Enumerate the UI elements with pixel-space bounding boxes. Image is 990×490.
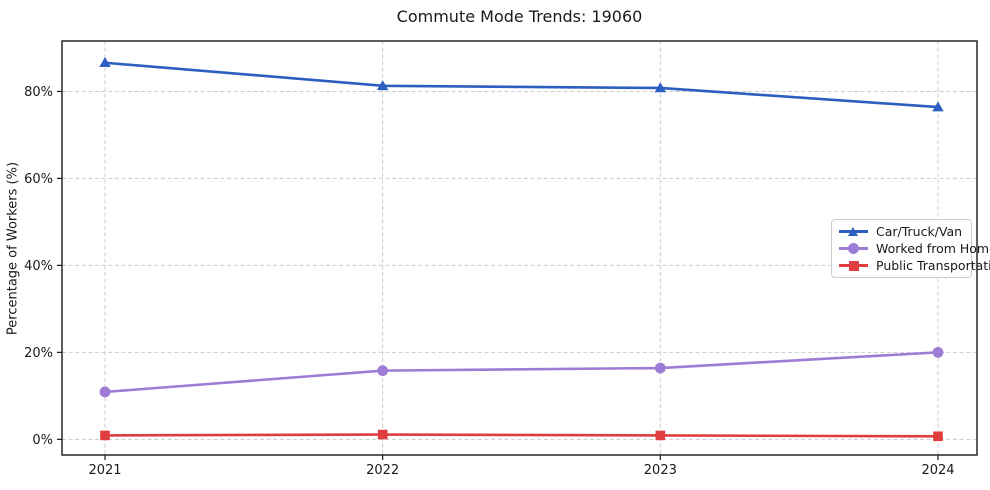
legend-item-worked-from-home: Worked from Home (839, 240, 990, 257)
x-tick-label: 2024 (921, 463, 954, 478)
x-tick-label: 2022 (366, 463, 399, 478)
y-tick-label: 20% (24, 346, 53, 361)
data-point-marker (654, 82, 667, 93)
y-tick-label: 80% (24, 85, 53, 100)
series-line-worked-from-home (103, 351, 940, 394)
data-point-marker (932, 101, 944, 112)
data-point-marker (377, 365, 389, 377)
data-point-marker (932, 346, 944, 358)
legend-label: Car/Truck/Van (876, 224, 963, 239)
legend-item-public-transportation: Public Transportation (839, 257, 990, 274)
data-point-marker (100, 430, 110, 441)
data-point-marker (99, 57, 111, 68)
chart-title: Commute Mode Trends: 19060 (396, 7, 643, 26)
data-point-marker (655, 430, 666, 441)
series-line-public-transportation (103, 433, 940, 438)
y-axis-title: Percentage of Workers (%) (5, 161, 21, 336)
data-point-marker (933, 431, 943, 442)
legend-swatch (839, 242, 868, 255)
plot-border (61, 40, 978, 456)
x-tick-label: 2021 (88, 463, 121, 478)
data-point-marker (376, 80, 389, 91)
y-tick-label: 40% (24, 259, 53, 274)
y-tick-label: 60% (24, 172, 53, 187)
legend-label: Worked from Home (876, 241, 990, 256)
data-point-marker (654, 362, 666, 374)
triangle-marker-icon (848, 227, 858, 236)
legend-item-car-truck-van: Car/Truck/Van (839, 223, 964, 240)
x-tick-label: 2023 (644, 463, 677, 478)
legend-swatch (839, 225, 868, 238)
legend-swatch (839, 259, 868, 272)
data-point-marker (99, 386, 111, 398)
y-tick-label: 0% (32, 433, 53, 448)
square-marker-icon (849, 261, 859, 271)
series-line-car-truck-van (103, 61, 940, 109)
legend: Car/Truck/Van Worked from Home Public Tr… (831, 219, 990, 278)
circle-marker-icon (848, 243, 859, 254)
data-point-marker (377, 429, 388, 440)
legend-label: Public Transportation (876, 258, 990, 273)
